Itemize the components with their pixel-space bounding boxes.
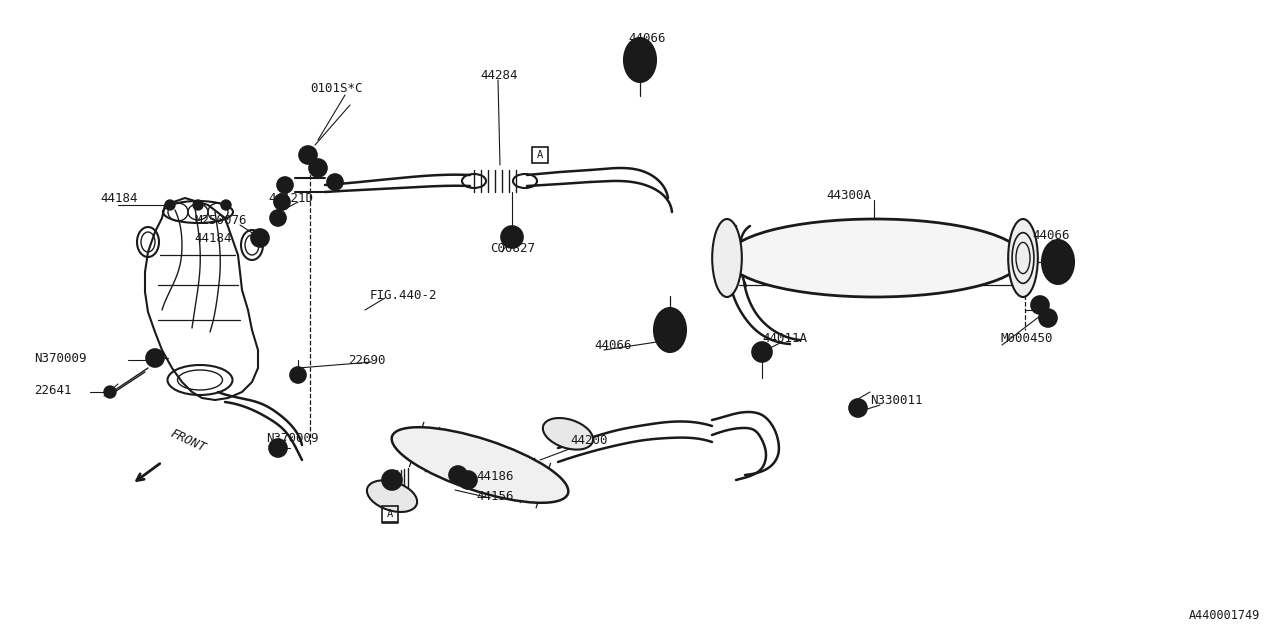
Circle shape — [460, 471, 477, 489]
Text: 44066: 44066 — [628, 31, 666, 45]
Ellipse shape — [392, 428, 568, 503]
Text: 44121D: 44121D — [268, 191, 314, 205]
Circle shape — [1030, 296, 1050, 314]
Circle shape — [193, 200, 204, 210]
Text: M000450: M000450 — [1000, 332, 1052, 344]
Text: C00827: C00827 — [490, 241, 535, 255]
Text: 22690: 22690 — [348, 353, 385, 367]
Circle shape — [753, 342, 772, 362]
Circle shape — [276, 177, 293, 193]
Circle shape — [146, 349, 164, 367]
Text: A440001749: A440001749 — [1189, 609, 1260, 622]
Ellipse shape — [625, 38, 657, 82]
Text: 44186: 44186 — [476, 470, 513, 483]
Text: 44066: 44066 — [1032, 228, 1070, 241]
Text: N370009: N370009 — [35, 351, 87, 365]
Circle shape — [165, 200, 175, 210]
Text: 0101S*C: 0101S*C — [310, 81, 362, 95]
Text: 44284: 44284 — [480, 68, 517, 81]
Ellipse shape — [712, 219, 742, 297]
Text: 44066: 44066 — [594, 339, 631, 351]
Circle shape — [274, 194, 291, 210]
Circle shape — [270, 210, 285, 226]
Text: N330011: N330011 — [870, 394, 923, 406]
Ellipse shape — [543, 418, 593, 450]
Circle shape — [326, 174, 343, 190]
Circle shape — [251, 229, 269, 247]
Circle shape — [849, 399, 867, 417]
Circle shape — [269, 439, 287, 457]
Text: 44011A: 44011A — [762, 332, 806, 344]
Text: M250076: M250076 — [195, 214, 247, 227]
Text: 44200: 44200 — [570, 433, 608, 447]
Circle shape — [1039, 309, 1057, 327]
Ellipse shape — [654, 308, 686, 352]
Circle shape — [221, 200, 230, 210]
Ellipse shape — [1009, 219, 1038, 297]
Text: 22641: 22641 — [35, 383, 72, 397]
Bar — [381, 506, 398, 522]
Circle shape — [308, 159, 326, 177]
Text: FRONT: FRONT — [168, 428, 207, 455]
Ellipse shape — [727, 219, 1023, 297]
Text: 44184: 44184 — [195, 232, 232, 244]
Circle shape — [449, 466, 467, 484]
Bar — [532, 147, 548, 163]
Text: 44156: 44156 — [476, 490, 513, 502]
Circle shape — [300, 146, 317, 164]
Text: N370009: N370009 — [266, 431, 319, 445]
Circle shape — [500, 226, 524, 248]
Circle shape — [104, 386, 116, 398]
Text: 44300A: 44300A — [826, 189, 870, 202]
Text: A: A — [536, 150, 543, 160]
Text: FIG.440-2: FIG.440-2 — [370, 289, 438, 301]
Circle shape — [381, 470, 402, 490]
Ellipse shape — [1042, 240, 1074, 284]
Circle shape — [291, 367, 306, 383]
Ellipse shape — [367, 481, 417, 512]
Text: A: A — [387, 509, 393, 519]
Text: 44184: 44184 — [100, 191, 137, 205]
